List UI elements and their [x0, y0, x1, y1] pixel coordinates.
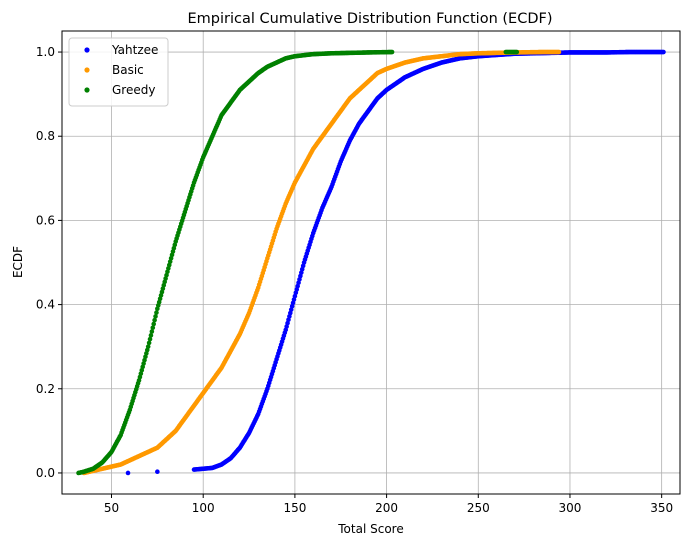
data-point	[148, 333, 154, 338]
chart-title: Empirical Cumulative Distribution Functi…	[188, 11, 553, 27]
y-tick-label: 0.8	[36, 129, 55, 143]
y-axis-label: ECDF	[11, 246, 25, 278]
legend-label-basic: Basic	[112, 63, 144, 77]
data-point	[556, 49, 562, 55]
plot-frame	[61, 30, 681, 495]
legend: Yahtzee Basic Greedy	[68, 37, 169, 107]
x-tick-label: 150	[283, 501, 306, 515]
x-tick-label: 250	[467, 501, 490, 515]
x-tick-label: 200	[375, 501, 398, 515]
data-point	[145, 344, 151, 349]
data-point	[389, 49, 395, 55]
x-axis-ticks: 50 100 150 200 250 300 350	[104, 494, 673, 515]
data-point	[152, 317, 157, 323]
legend-label-yahtzee: Yahtzee	[111, 43, 158, 57]
data-point	[149, 329, 155, 334]
y-tick-label: 0.2	[36, 382, 55, 396]
data-point	[155, 469, 160, 474]
x-tick-label: 300	[559, 501, 582, 515]
series-basic	[81, 49, 562, 476]
x-axis-label: Total Score	[337, 522, 403, 536]
data-point	[146, 340, 152, 346]
y-tick-label: 0.0	[36, 466, 55, 480]
legend-label-greedy: Greedy	[112, 83, 155, 97]
data-point	[661, 49, 666, 55]
data-point	[154, 310, 159, 315]
series-yahtzee	[125, 49, 666, 476]
y-tick-label: 0.4	[36, 298, 55, 312]
data-point	[125, 470, 131, 476]
data-point	[151, 321, 156, 327]
data-point	[147, 336, 153, 342]
legend-marker-yahtzee	[84, 47, 90, 53]
data-points	[76, 49, 666, 476]
x-tick-label: 100	[192, 501, 215, 515]
data-point	[153, 314, 158, 319]
x-tick-label: 350	[650, 501, 673, 515]
y-axis-ticks: 0.0 0.2 0.4 0.6 0.8 1.0	[36, 45, 62, 480]
data-point	[150, 325, 156, 331]
legend-marker-basic	[84, 67, 90, 73]
legend-box	[68, 37, 169, 107]
y-tick-label: 1.0	[36, 45, 55, 59]
x-tick-label: 50	[104, 501, 119, 515]
data-point	[514, 49, 520, 55]
y-tick-label: 0.6	[36, 213, 55, 227]
series-greedy	[76, 49, 520, 476]
legend-marker-greedy	[84, 87, 90, 93]
